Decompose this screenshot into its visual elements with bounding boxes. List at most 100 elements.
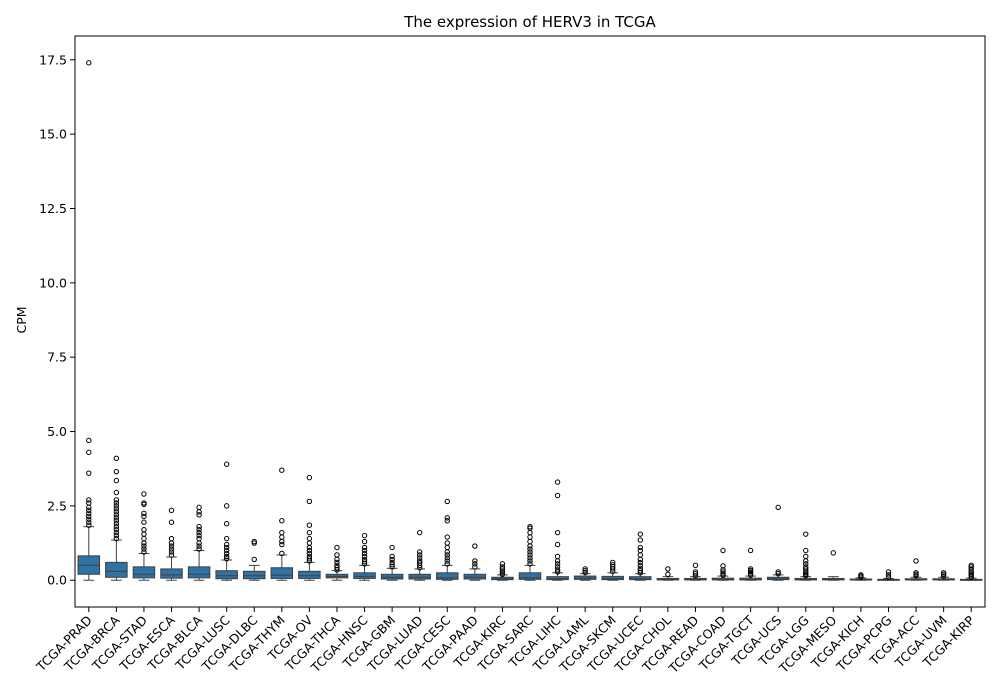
box-iqr	[187, 566, 211, 579]
outlier-point	[637, 556, 644, 563]
box-iqr	[215, 570, 238, 580]
outlier-point	[444, 534, 450, 540]
outlier-point	[720, 563, 726, 569]
outlier-point	[444, 555, 450, 561]
outlier-point	[251, 556, 257, 563]
plot-frame	[74, 35, 986, 608]
outlier-point	[306, 498, 313, 505]
box-tcga-coad	[711, 547, 735, 581]
box-tcga-luad	[408, 529, 431, 581]
outlier-point	[665, 571, 671, 577]
outlier-point	[168, 519, 175, 525]
outlier-point	[113, 535, 120, 542]
box-iqr	[242, 570, 266, 580]
outlier-point	[168, 543, 175, 549]
outlier-point	[361, 544, 368, 551]
box-iqr	[353, 572, 376, 579]
outlier-point	[582, 568, 588, 574]
outlier-point	[885, 574, 892, 580]
outlier-point	[334, 559, 340, 566]
box-iqr	[629, 576, 652, 581]
outlier-point	[416, 549, 423, 555]
outlier-point	[86, 516, 92, 522]
box-tcga-chol	[656, 566, 680, 581]
outlier-point	[279, 538, 285, 545]
box-iqr	[270, 567, 294, 579]
outlier-point	[913, 570, 919, 576]
outlier-point	[803, 566, 809, 572]
outlier-point	[223, 503, 230, 509]
outlier-point	[747, 566, 754, 572]
outlier-point	[196, 504, 202, 511]
outlier-point	[416, 529, 423, 536]
box-iqr	[298, 570, 321, 579]
outlier-point	[334, 544, 340, 551]
outlier-point	[554, 558, 561, 564]
box-iqr	[380, 573, 404, 580]
outlier-point	[637, 568, 644, 574]
outlier-point	[499, 564, 506, 570]
outlier-point	[86, 60, 92, 66]
outlier-point	[830, 550, 837, 556]
outlier-point	[610, 559, 616, 566]
outlier-point	[141, 500, 147, 506]
outlier-point	[361, 547, 368, 554]
outlier-point	[803, 564, 809, 570]
outlier-point	[196, 546, 202, 552]
outlier-point	[637, 537, 644, 543]
outlier-point	[554, 564, 561, 570]
outlier-point	[692, 562, 699, 569]
box-tcga-ov	[298, 474, 321, 581]
outlier-point	[692, 570, 699, 577]
outlier-point	[527, 561, 533, 567]
outlier-point	[113, 524, 120, 530]
outlier-point	[968, 562, 974, 569]
outlier-point	[168, 535, 175, 542]
y-tick-label: 5.0	[47, 424, 67, 439]
outlier-point	[361, 532, 368, 539]
outlier-point	[554, 479, 561, 485]
outlier-point	[940, 573, 947, 579]
outlier-point	[389, 544, 395, 551]
outlier-point	[637, 547, 644, 554]
outlier-point	[113, 518, 120, 524]
outlier-point	[527, 555, 533, 561]
outlier-point	[113, 455, 120, 462]
box-tcga-paad	[463, 543, 487, 581]
box-tcga-stad	[132, 491, 156, 581]
outlier-point	[196, 535, 202, 542]
outlier-point	[141, 535, 147, 542]
outlier-point	[720, 567, 726, 573]
outlier-point	[113, 512, 120, 518]
outlier-point	[527, 534, 533, 540]
outlier-point	[168, 549, 175, 555]
outlier-point	[223, 553, 230, 560]
outlier-point	[444, 561, 450, 567]
outlier-point	[113, 532, 120, 539]
outlier-point	[527, 546, 533, 552]
outlier-point	[168, 552, 175, 558]
outlier-point	[279, 541, 285, 548]
outlier-point	[499, 561, 506, 567]
outlier-point	[86, 497, 92, 503]
outlier-point	[554, 553, 561, 560]
outlier-point	[334, 565, 340, 571]
outlier-point	[637, 562, 644, 569]
outlier-point	[279, 550, 285, 557]
box-tcga-lihc	[546, 479, 569, 581]
outlier-point	[775, 570, 781, 577]
outlier-point	[306, 529, 313, 536]
outlier-point	[113, 509, 120, 515]
outlier-point	[775, 569, 781, 575]
outlier-point	[554, 492, 561, 499]
outlier-point	[444, 552, 450, 558]
outlier-point	[113, 503, 120, 509]
outlier-point	[141, 513, 147, 519]
outlier-point	[141, 491, 147, 497]
outlier-point	[86, 513, 92, 519]
box-tcga-lgg	[794, 531, 818, 581]
outlier-point	[306, 544, 313, 551]
outlier-point	[803, 547, 809, 554]
outlier-point	[499, 566, 506, 572]
